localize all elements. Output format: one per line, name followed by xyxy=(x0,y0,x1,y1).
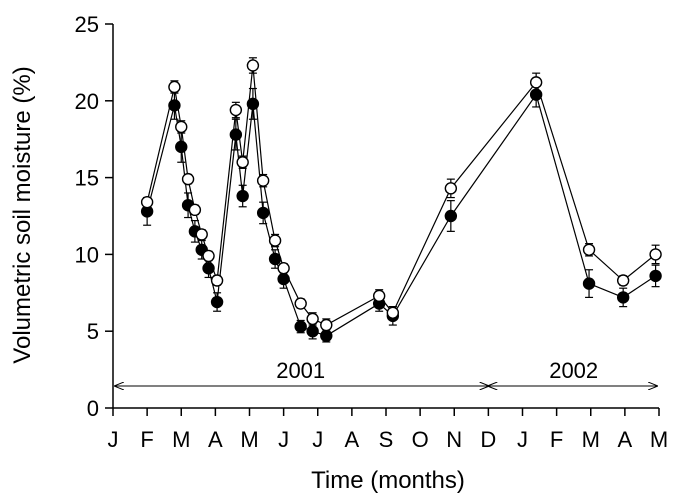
x-tick-label: M xyxy=(240,427,258,452)
x-tick-label: J xyxy=(517,427,528,452)
data-point-filled xyxy=(277,272,290,286)
y-tick-label: 25 xyxy=(75,12,99,37)
x-tick-label: A xyxy=(345,427,360,452)
data-point-open xyxy=(202,249,215,263)
x-tick-label: N xyxy=(446,427,462,452)
y-tick-label: 20 xyxy=(75,89,99,114)
series-line-open-circle xyxy=(146,65,656,326)
data-point-open xyxy=(320,318,333,332)
data-point-open xyxy=(188,203,202,217)
data-point-filled xyxy=(306,325,319,338)
x-tick-label: M xyxy=(582,427,600,452)
data-point-open xyxy=(210,274,224,287)
data-point-filled xyxy=(175,140,188,154)
data-point-filled xyxy=(444,209,458,223)
data-point-filled xyxy=(616,291,630,304)
x-tick-label: F xyxy=(140,427,153,452)
data-point-open xyxy=(616,274,630,287)
x-tick-label: D xyxy=(480,427,496,452)
data-point-filled xyxy=(210,295,224,309)
x-tick-label: J xyxy=(312,427,323,452)
data-point-filled xyxy=(268,252,282,266)
x-tick-label: A xyxy=(208,427,223,452)
x-tick-label: J xyxy=(278,427,289,452)
data-point-open xyxy=(582,243,596,256)
annotations: 2001 2002 xyxy=(115,358,657,386)
y-tick-label: 15 xyxy=(75,166,99,191)
x-tick-label: F xyxy=(550,427,563,452)
x-tick-label: M xyxy=(172,427,190,452)
data-point-open xyxy=(294,297,307,310)
x-tick-label: A xyxy=(618,427,633,452)
data-point-open xyxy=(268,234,282,247)
data-point-open xyxy=(372,289,386,303)
data-point-open xyxy=(229,103,243,117)
data-point-open xyxy=(529,76,543,89)
data-point-open xyxy=(649,248,662,261)
plot-area xyxy=(140,57,662,343)
data-point-open xyxy=(140,195,154,209)
data-point-filled xyxy=(168,99,181,112)
data-point-filled xyxy=(649,269,662,283)
data-point-open xyxy=(175,120,188,134)
x-tick-label: S xyxy=(379,427,394,452)
data-point-filled xyxy=(256,206,270,220)
data-point-open xyxy=(444,182,458,195)
data-point-open xyxy=(386,306,400,319)
data-point-open xyxy=(306,312,319,326)
data-point-filled xyxy=(236,189,249,203)
y-axis-label: Volumetric soil moisture (%) xyxy=(9,66,36,363)
year-label-2001: 2001 xyxy=(276,358,325,383)
data-point-open xyxy=(256,174,270,187)
data-point-filled xyxy=(582,277,596,290)
x-axis-label: Time (months) xyxy=(311,467,465,494)
series-line-filled-circle xyxy=(146,93,656,337)
y-tick-label: 10 xyxy=(75,242,99,267)
data-point-filled xyxy=(229,128,243,141)
x-tick-label: M xyxy=(650,427,668,452)
year-label-2002: 2002 xyxy=(549,358,598,383)
data-point-open xyxy=(195,228,208,241)
data-point-open xyxy=(236,156,249,169)
data-point-filled xyxy=(529,88,543,101)
data-point-open xyxy=(168,80,181,94)
y-tick-label: 0 xyxy=(87,396,99,421)
data-point-filled xyxy=(202,262,215,275)
data-point-filled xyxy=(246,97,260,111)
data-point-open xyxy=(246,59,260,72)
y-tick-label: 5 xyxy=(87,319,99,344)
data-point-filled xyxy=(320,329,333,343)
data-point-open xyxy=(181,172,195,186)
data-point-filled xyxy=(294,320,307,333)
data-point-open xyxy=(277,262,290,275)
x-tick-label: O xyxy=(412,427,429,452)
x-tick-label: J xyxy=(108,427,119,452)
